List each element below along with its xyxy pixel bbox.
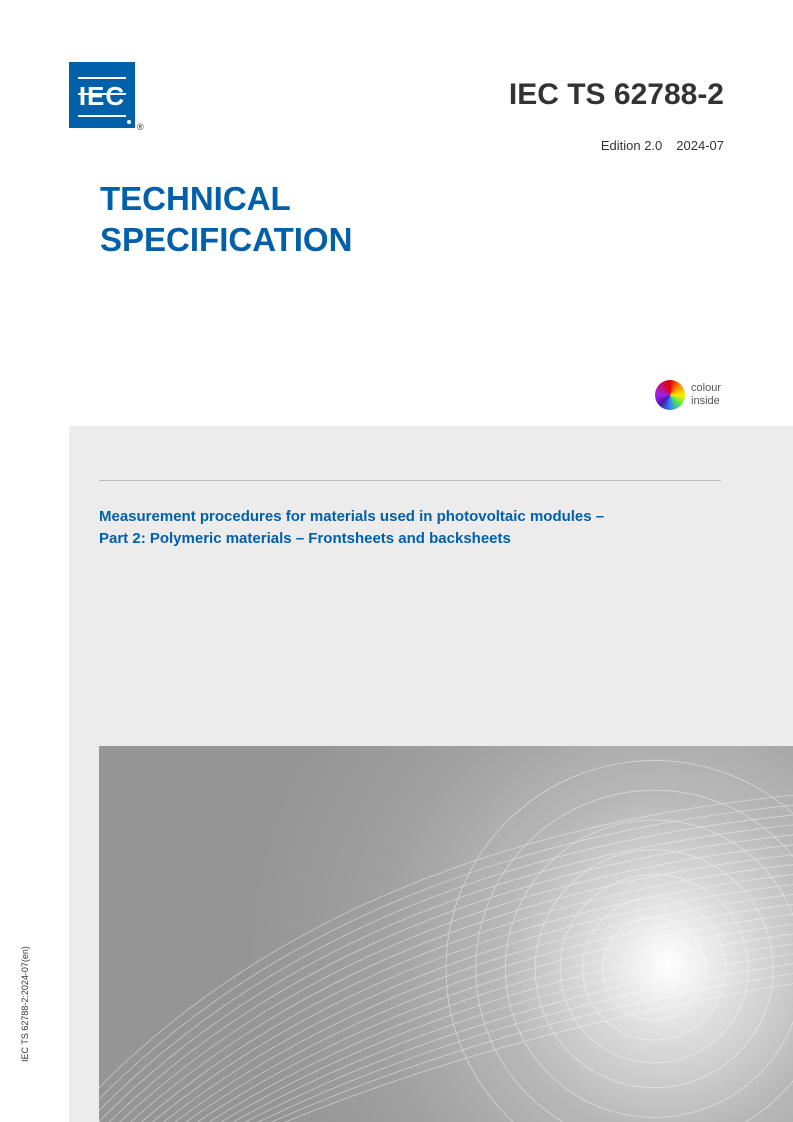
colour-badge-text: colour inside — [691, 382, 721, 408]
iec-logo: IEC — [69, 62, 135, 128]
heading-line-1: TECHNICAL — [100, 178, 352, 219]
cover-artwork — [99, 746, 793, 1122]
colour-inside-badge: colour inside — [655, 380, 721, 410]
document-number: IEC TS 62788-2 — [509, 78, 724, 112]
document-type-heading: TECHNICAL SPECIFICATION — [100, 178, 352, 261]
edition-line: Edition 2.0 2024-07 — [601, 138, 724, 153]
document-title: Measurement procedures for materials use… — [99, 506, 721, 550]
title-line-1: Measurement procedures for materials use… — [99, 506, 721, 528]
artwork-lines — [99, 746, 793, 1122]
horizontal-rule — [99, 480, 721, 481]
colour-wheel-icon — [655, 380, 685, 410]
edition-label: Edition 2.0 — [601, 138, 662, 153]
heading-line-2: SPECIFICATION — [100, 219, 352, 260]
spine-reference: IEC TS 62788-2:2024-07(en) — [20, 946, 30, 1062]
registered-mark: ® — [137, 122, 144, 132]
title-line-2: Part 2: Polymeric materials – Frontsheet… — [99, 528, 721, 550]
logo-text: IEC — [79, 81, 125, 112]
edition-date: 2024-07 — [676, 138, 724, 153]
content-panel: Measurement procedures for materials use… — [69, 426, 793, 1122]
